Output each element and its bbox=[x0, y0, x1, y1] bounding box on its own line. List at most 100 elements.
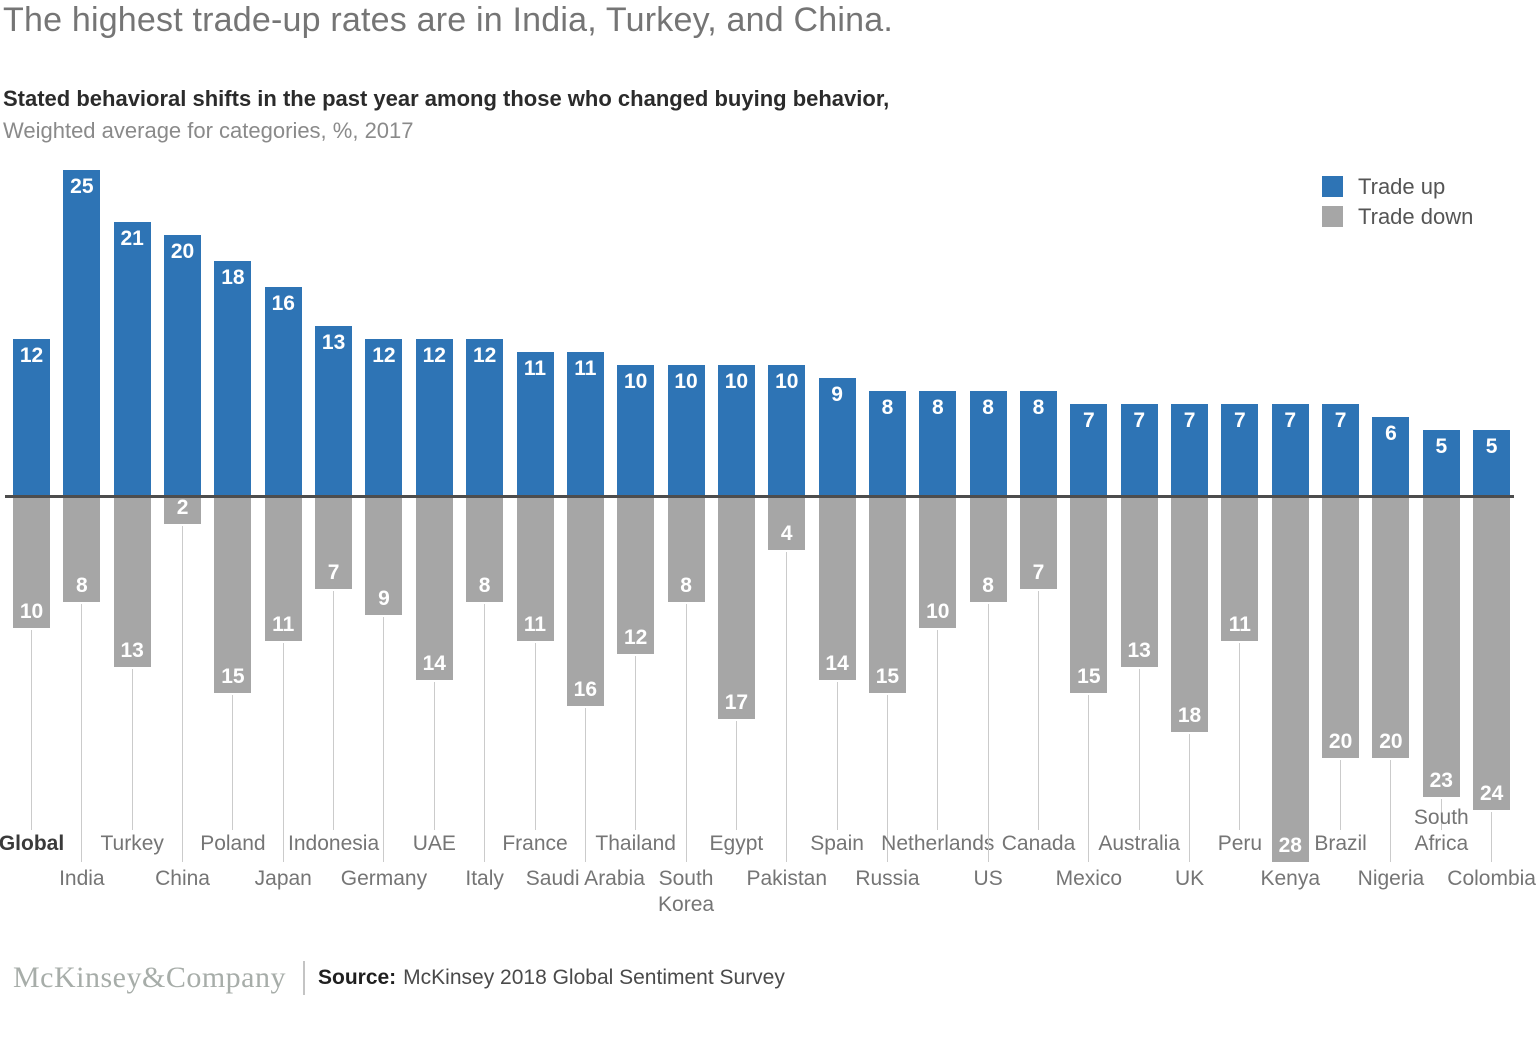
trade-down-value-label: 11 bbox=[523, 613, 547, 636]
trade-up-value-label: 12 bbox=[422, 344, 446, 367]
trade-down-bar: 18 bbox=[1171, 498, 1209, 732]
category-label: Nigeria bbox=[1316, 866, 1466, 892]
legend-label-trade-down: Trade down bbox=[1358, 204, 1474, 229]
category-label-line: Spain bbox=[810, 832, 864, 855]
category-label-line: Germany bbox=[340, 867, 428, 890]
trade-up-value-label: 8 bbox=[1032, 396, 1045, 419]
category-label: Russia bbox=[812, 866, 962, 892]
trade-down-bar: 11 bbox=[516, 498, 554, 641]
trade-up-bar: 8 bbox=[1020, 391, 1057, 495]
trade-up-value-label: 12 bbox=[19, 344, 44, 367]
leader-line bbox=[232, 695, 234, 830]
category-label-line: Indonesia bbox=[288, 832, 380, 855]
leader-line bbox=[735, 721, 737, 830]
category-label: Indonesia bbox=[259, 831, 409, 857]
leader-line bbox=[484, 604, 486, 862]
trade-down-value-label: 14 bbox=[825, 652, 849, 675]
category-label-line: Poland bbox=[200, 832, 266, 855]
trade-up-bar: 8 bbox=[969, 391, 1007, 495]
trade-down-value-label: 16 bbox=[573, 678, 598, 701]
trade-up-value-label: 10 bbox=[624, 370, 648, 393]
trade-up-bar: 12 bbox=[365, 339, 403, 495]
leader-line bbox=[937, 630, 939, 830]
trade-down-value-label: 14 bbox=[422, 652, 446, 675]
category-label: Japan bbox=[208, 866, 358, 892]
trade-down-value-label: 20 bbox=[1328, 730, 1353, 753]
trade-up-bar: 8 bbox=[919, 391, 957, 495]
leader-line bbox=[635, 656, 637, 830]
legend-label-trade-up: Trade up bbox=[1358, 174, 1446, 199]
trade-up-value-label: 9 bbox=[831, 383, 843, 406]
trade-up-bar: 7 bbox=[1070, 404, 1108, 495]
category-label: Italy bbox=[410, 866, 560, 892]
trade-down-value-label: 23 bbox=[1429, 769, 1453, 792]
category-label-line: Japan bbox=[254, 867, 312, 890]
trade-up-bar: 10 bbox=[717, 365, 755, 495]
category-label-line: France bbox=[502, 832, 568, 855]
chart-subtitle: Weighted average for categories, %, 2017 bbox=[3, 118, 414, 143]
trade-down-bar: 11 bbox=[1221, 498, 1259, 641]
trade-up-value-label: 7 bbox=[1183, 409, 1196, 432]
trade-up-value-label: 7 bbox=[1234, 409, 1246, 432]
category-label-line: UK bbox=[1174, 867, 1205, 890]
category-label-line: Canada bbox=[1001, 832, 1076, 855]
category-label-line: Kenya bbox=[1260, 867, 1321, 890]
category-label-line: South bbox=[1413, 806, 1469, 829]
trade-down-bar: 28 bbox=[1271, 498, 1309, 862]
trade-up-bar: 7 bbox=[1271, 404, 1309, 495]
trade-up-bar: 6 bbox=[1372, 417, 1410, 495]
trade-down-bar: 14 bbox=[415, 498, 453, 680]
leader-line bbox=[1088, 695, 1090, 862]
category-label: Australia bbox=[1064, 831, 1214, 857]
category-label: Saudi Arabia bbox=[510, 866, 660, 892]
trade-down-value-label: 9 bbox=[378, 587, 390, 610]
mckinsey-logo: McKinsey&Company bbox=[13, 961, 286, 994]
trade-down-value-label: 2 bbox=[176, 496, 189, 519]
trade-up-value-label: 8 bbox=[931, 396, 944, 419]
trade-down-value-label: 15 bbox=[875, 665, 900, 688]
trade-up-bar: 7 bbox=[1322, 404, 1360, 495]
trade-up-bar: 11 bbox=[566, 352, 604, 495]
category-label-line: Netherlands bbox=[881, 832, 995, 855]
category-label: South Africa bbox=[1366, 805, 1516, 857]
trade-down-bar: 12 bbox=[617, 498, 655, 654]
page-title: The highest trade-up rates are in India,… bbox=[3, 1, 894, 39]
category-label: Brazil bbox=[1266, 831, 1416, 857]
trade-up-value-label: 10 bbox=[775, 370, 799, 393]
trade-up-value-label: 7 bbox=[1284, 409, 1297, 432]
category-label: India bbox=[7, 866, 157, 892]
trade-up-bar: 12 bbox=[13, 339, 50, 495]
leader-line bbox=[584, 708, 586, 862]
trade-down-value-label: 28 bbox=[1278, 834, 1302, 857]
zero-axis-line bbox=[5, 495, 1514, 498]
category-label: Kenya bbox=[1215, 866, 1365, 892]
leader-line bbox=[534, 643, 536, 830]
trade-down-bar: 15 bbox=[214, 498, 252, 693]
footer-divider bbox=[302, 961, 305, 995]
trade-up-value-label: 8 bbox=[881, 396, 894, 419]
trade-up-value-label: 12 bbox=[372, 344, 396, 367]
category-label-line: Peru bbox=[1217, 832, 1263, 855]
category-label-line: Nigeria bbox=[1357, 867, 1425, 890]
trade-down-bar: 8 bbox=[969, 498, 1007, 602]
trade-up-bar: 7 bbox=[1171, 404, 1209, 495]
trade-down-value-label: 13 bbox=[1127, 639, 1151, 662]
trade-down-bar: 11 bbox=[264, 498, 302, 641]
trade-down-bar: 2 bbox=[164, 496, 202, 524]
trade-up-bar: 5 bbox=[1473, 430, 1511, 495]
trade-up-value-label: 25 bbox=[70, 175, 94, 198]
trade-down-bar: 8 bbox=[466, 498, 504, 602]
trade-down-bar: 20 bbox=[1372, 498, 1410, 758]
category-label: Germany bbox=[309, 866, 459, 892]
legend-item-trade-down: Trade down bbox=[1322, 204, 1474, 229]
trade-up-value-label: 13 bbox=[321, 331, 346, 354]
leader-line bbox=[1239, 643, 1241, 830]
trade-down-bar: 7 bbox=[315, 498, 353, 589]
category-label: South Korea bbox=[611, 866, 761, 918]
trade-up-bar: 10 bbox=[768, 365, 806, 495]
trade-up-bar: 18 bbox=[214, 261, 252, 495]
trade-up-value-label: 20 bbox=[170, 240, 195, 263]
trade-up-value-label: 12 bbox=[472, 344, 497, 367]
leader-line bbox=[836, 682, 838, 830]
